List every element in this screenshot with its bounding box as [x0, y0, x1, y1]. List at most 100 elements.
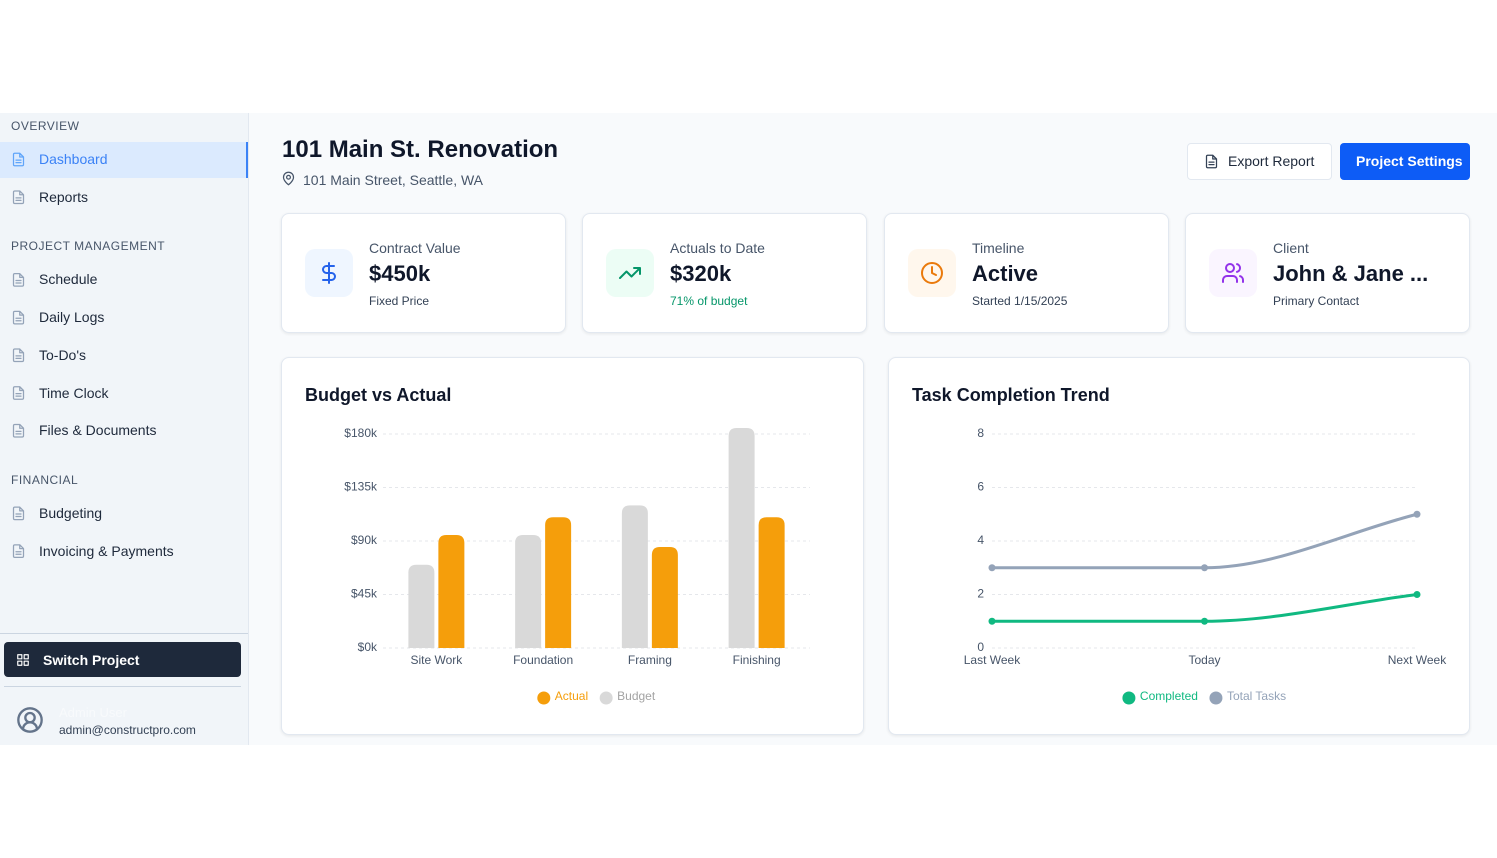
y-tick-label: $45k	[351, 587, 378, 601]
card-label: Timeline	[972, 240, 1025, 256]
y-tick-label: $90k	[351, 533, 378, 547]
icon	[1205, 154, 1218, 169]
icon	[17, 707, 43, 733]
y-tick-label: 4	[977, 533, 984, 547]
chart-title: Task Completion Trend	[912, 385, 1110, 405]
icon-path	[322, 262, 336, 284]
icon-path	[12, 386, 25, 400]
sidebar	[0, 113, 249, 745]
user-email: admin@constructpro.com	[59, 723, 196, 737]
icon	[12, 152, 25, 167]
bar	[408, 564, 435, 648]
chart-card	[888, 357, 1470, 735]
icon	[921, 262, 943, 284]
legend-dot	[1122, 691, 1136, 705]
y-tick-label: 0	[977, 640, 984, 654]
y-tick-label: $135k	[344, 480, 378, 494]
x-tick-label: Framing	[628, 653, 672, 667]
address: 101 Main Street, Seattle, WA	[303, 172, 484, 188]
legend-label: Budget	[617, 689, 656, 703]
icon-path	[12, 506, 25, 521]
icon	[17, 654, 29, 666]
chart-title: Budget vs Actual	[305, 385, 452, 405]
page-title: 101 Main St. Renovation	[282, 136, 559, 163]
x-tick-label: Today	[1188, 653, 1220, 667]
icon-path	[12, 310, 25, 325]
nav-item[interactable]: Invoicing & Payments	[39, 542, 174, 559]
icon-part	[24, 711, 36, 724]
icon-part	[1225, 263, 1235, 273]
nav-active-bg	[0, 142, 248, 178]
icon	[12, 273, 25, 287]
section-title: FINANCIAL	[11, 472, 79, 487]
card-note: Primary Contact	[1273, 294, 1360, 308]
nav-item[interactable]: Budgeting	[39, 504, 103, 521]
x-tick-label: Site Work	[410, 653, 463, 667]
icon	[12, 506, 25, 521]
icon-path	[12, 348, 25, 363]
section-title: OVERVIEW	[11, 119, 80, 133]
nav-item[interactable]: Schedule	[39, 271, 98, 288]
icon-path	[1222, 263, 1244, 283]
card-value: $450k	[369, 261, 431, 286]
divider	[0, 633, 248, 634]
icon-path	[931, 266, 937, 276]
icon-path	[12, 423, 25, 438]
card-note: Fixed Price	[369, 294, 430, 308]
icon-part	[17, 707, 43, 733]
icon-part	[286, 174, 291, 180]
icon-path	[12, 152, 25, 167]
icon	[12, 423, 25, 438]
nav-item[interactable]: Time Clock	[39, 384, 109, 401]
switch-button[interactable]	[4, 642, 241, 677]
icon	[282, 171, 295, 186]
icon-box	[1209, 249, 1257, 297]
legend-dot	[537, 691, 551, 705]
bar	[621, 505, 648, 648]
icon	[12, 310, 25, 325]
bar	[545, 517, 572, 648]
divider	[4, 686, 241, 687]
nav-item[interactable]: Dashboard	[39, 151, 108, 167]
section-title: PROJECT MANAGEMENT	[11, 239, 166, 254]
point	[988, 617, 996, 625]
x-tick-label: Last Week	[964, 653, 1021, 667]
card-value: John & Jane ...	[1273, 261, 1429, 286]
nav-item[interactable]: Daily Logs	[39, 309, 105, 326]
legend-dot	[599, 691, 613, 705]
bar	[438, 535, 465, 648]
icon	[1222, 263, 1244, 283]
settings-label[interactable]: Project Settings	[1356, 153, 1463, 169]
nav-item[interactable]: Reports	[39, 188, 89, 205]
switch-label[interactable]: Switch Project	[43, 652, 140, 668]
bar	[651, 546, 678, 648]
card-label: Actuals to Date	[670, 240, 765, 256]
bar	[515, 535, 542, 648]
export-label[interactable]: Export Report	[1228, 153, 1315, 169]
icon	[322, 262, 336, 284]
line	[992, 593, 1418, 623]
icon-path	[12, 190, 25, 205]
card-value: Active	[972, 261, 1039, 286]
nav-item[interactable]: Files & Documents	[39, 422, 157, 439]
icon-path	[282, 171, 295, 186]
icon	[12, 348, 25, 363]
y-tick-label: 8	[977, 426, 984, 440]
point	[1201, 564, 1208, 572]
legend-label: Actual	[555, 689, 588, 703]
x-tick-label: Foundation	[513, 653, 573, 667]
icon-path	[1205, 154, 1218, 169]
card-note: Started 1/15/2025	[972, 294, 1068, 308]
card-note: 71% of budget	[670, 294, 748, 308]
legend: Completed Total Tasks	[1122, 689, 1286, 705]
card-value: $320k	[670, 261, 732, 286]
settings-button[interactable]	[1340, 143, 1470, 180]
legend-label: Completed	[1140, 689, 1198, 703]
legend: Actual Budget	[537, 689, 656, 705]
nav-item[interactable]: To-Do's	[39, 346, 87, 363]
y-tick-label: $180k	[344, 426, 378, 440]
icon-path	[619, 267, 641, 279]
icon-path	[12, 544, 25, 558]
